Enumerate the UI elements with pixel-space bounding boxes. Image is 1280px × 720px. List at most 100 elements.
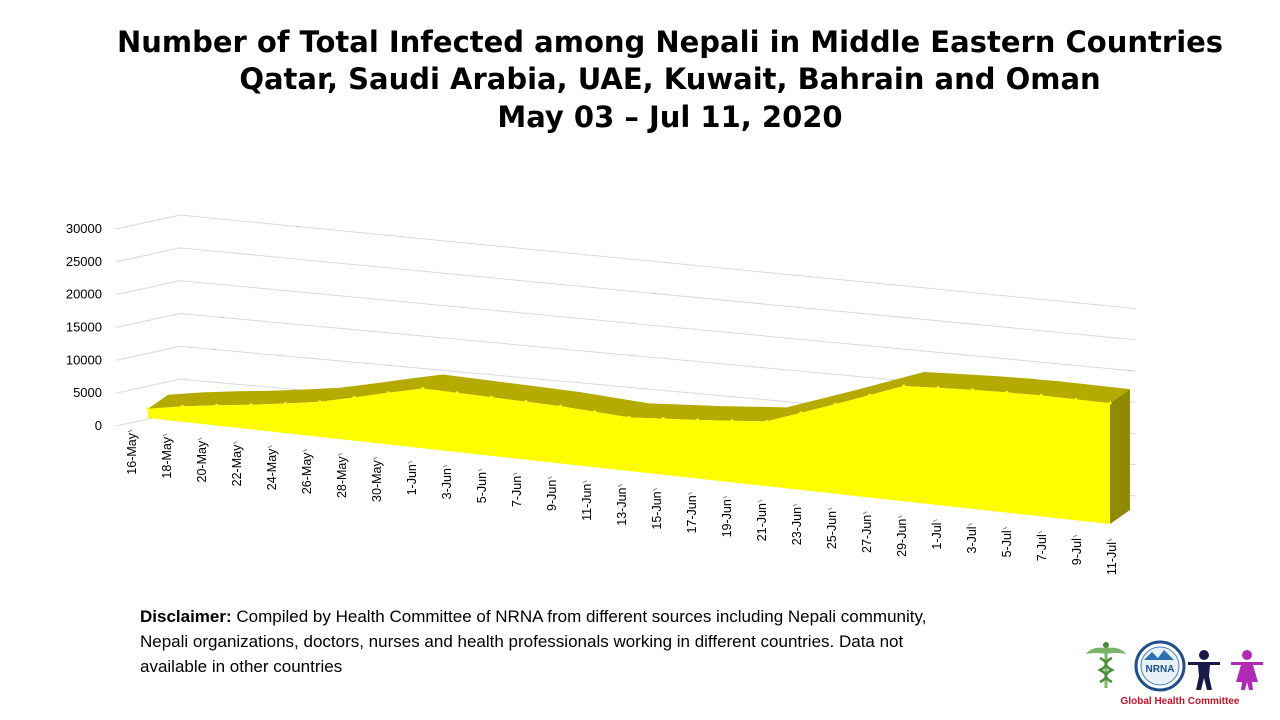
y-tick-label: 30000 — [66, 221, 102, 236]
area-side-face — [1110, 389, 1130, 524]
disclaimer-text: Compiled by Health Committee of NRNA fro… — [140, 607, 927, 676]
x-tick-mark — [827, 507, 833, 511]
data-point — [799, 411, 803, 415]
data-point — [764, 419, 768, 423]
x-tick-mark — [617, 484, 623, 487]
data-point — [421, 386, 425, 390]
x-tick-mark — [932, 519, 938, 522]
data-point — [936, 386, 940, 390]
data-point — [730, 419, 734, 423]
woman-figure-icon — [1231, 650, 1263, 690]
x-tick-mark — [127, 429, 133, 433]
x-tick-label: 24-May — [265, 448, 279, 490]
data-point — [387, 391, 390, 395]
y-tick-label: 25000 — [66, 254, 102, 269]
x-tick-mark — [792, 503, 798, 507]
x-tick-label: 30-May — [370, 460, 384, 502]
x-tick-label: 17-Jun — [685, 495, 699, 533]
x-tick-label: 26-May — [300, 452, 314, 494]
data-point — [971, 388, 975, 392]
data-point — [833, 402, 837, 406]
area-chart-3d: 0 5000 10000 15000 20000 25000 30000 16-May 18-… — [66, 214, 1137, 575]
area-front-face — [148, 385, 1110, 524]
x-tick-mark — [372, 456, 378, 460]
x-tick-label: 18-May — [160, 436, 174, 478]
y-tick-label: 10000 — [66, 352, 102, 367]
x-tick-label: 23-Jun — [790, 507, 804, 545]
x-tick-mark — [162, 433, 168, 437]
x-tick-label: 27-Jun — [860, 515, 874, 553]
x-tick-mark — [652, 487, 658, 491]
x-tick-label: 13-Jun — [615, 487, 629, 525]
y-tick-label: 0 — [95, 418, 102, 433]
x-tick-label: 5-Jul — [1000, 530, 1014, 557]
data-point — [215, 403, 219, 407]
x-tick-label: 1-Jul — [930, 523, 944, 550]
x-tick-mark — [1037, 530, 1043, 534]
data-point — [490, 395, 494, 399]
y-tick-label: 5000 — [73, 385, 102, 400]
x-axis-ticks: 16-May 18-May 20-May 22-May 24-May 26-May 28-M… — [125, 429, 1119, 575]
x-tick-mark — [477, 468, 483, 472]
logo-caption: Global Health Committee — [1120, 696, 1240, 707]
x-tick-label: 9-Jun — [545, 480, 559, 511]
data-point — [524, 400, 528, 404]
x-tick-mark — [512, 472, 518, 476]
chart-title-line-3: May 03 – Jul 11, 2020 — [497, 100, 843, 134]
x-tick-mark — [267, 445, 273, 449]
gridline — [115, 247, 1137, 341]
data-point — [455, 391, 459, 395]
x-tick-label: 21-Jun — [755, 503, 769, 541]
x-tick-mark — [757, 499, 763, 503]
x-tick-mark — [722, 495, 728, 499]
man-figure-icon — [1188, 650, 1220, 690]
y-axis-ticks: 0 5000 10000 15000 20000 25000 30000 — [66, 221, 102, 433]
x-tick-label: 9-Jul — [1070, 538, 1084, 565]
data-point — [1108, 401, 1112, 405]
x-tick-mark — [967, 522, 973, 526]
data-point — [249, 403, 253, 407]
data-point — [661, 417, 665, 421]
caduceus-icon — [1086, 642, 1126, 688]
data-point — [283, 402, 287, 406]
x-tick-mark — [1072, 534, 1078, 538]
x-tick-mark — [582, 480, 588, 484]
x-tick-label: 11-Jun — [580, 484, 594, 521]
x-tick-mark — [687, 491, 693, 495]
x-tick-mark — [862, 511, 868, 515]
x-tick-label: 1-Jun — [405, 464, 419, 495]
x-tick-label: 25-Jun — [825, 511, 839, 549]
x-tick-label: 16-May — [125, 432, 139, 474]
x-tick-mark — [897, 515, 903, 519]
disclaimer: Disclaimer: Compiled by Health Committee… — [140, 604, 970, 679]
data-point — [1005, 390, 1009, 394]
chart-title-line-1: Number of Total Infected among Nepali in… — [116, 25, 1224, 59]
x-tick-mark — [442, 464, 448, 468]
data-point — [902, 384, 906, 388]
logo-org-text: NRNA — [1146, 664, 1175, 675]
logo-group: NRNA — [1086, 640, 1263, 692]
chart-title-line-2: Qatar, Saudi Arabia, UAE, Kuwait, Bahrai… — [239, 62, 1101, 96]
data-point — [1039, 394, 1043, 398]
data-point — [180, 404, 184, 408]
data-point — [1074, 397, 1078, 401]
x-tick-label: 15-Jun — [650, 491, 664, 529]
x-tick-mark — [302, 449, 308, 452]
x-tick-label: 5-Jun — [475, 472, 489, 503]
data-point — [352, 396, 356, 400]
y-tick-label: 20000 — [66, 287, 102, 302]
nrna-globe-logo: NRNA — [1134, 640, 1186, 692]
disclaimer-label: Disclaimer: — [140, 607, 232, 626]
gridline — [115, 312, 1137, 403]
x-tick-mark — [197, 437, 203, 441]
x-tick-mark — [1107, 538, 1113, 542]
x-tick-label: 28-May — [335, 456, 349, 498]
x-tick-mark — [337, 452, 343, 456]
gridline — [115, 280, 1137, 372]
area-top-face — [148, 371, 1130, 422]
gridline — [115, 214, 1137, 310]
x-tick-label: 20-May — [195, 440, 209, 482]
x-tick-label: 19-Jun — [720, 499, 734, 537]
x-tick-label: 3-Jul — [965, 526, 979, 553]
data-point — [558, 404, 562, 408]
